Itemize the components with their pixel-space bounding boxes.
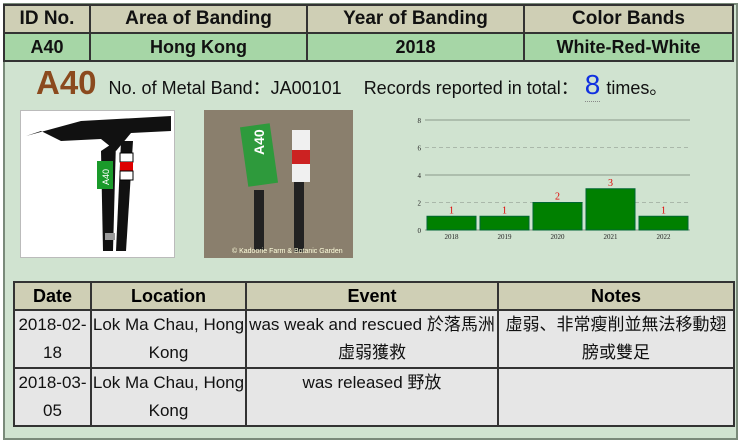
summary-line: A40 No. of Metal Band：JA00101 Records re… <box>36 64 667 102</box>
bar <box>638 215 689 231</box>
location-cell: Lok Ma Chau, HongKong <box>90 309 247 369</box>
notes-cell <box>497 367 735 427</box>
y-tick-label: 4 <box>418 172 422 180</box>
y-tick-label: 2 <box>418 200 422 208</box>
col-id: ID No. <box>3 4 91 34</box>
x-tick-label: 2020 <box>551 233 566 241</box>
x-tick-label: 2022 <box>657 233 672 241</box>
metal-band: No. of Metal Band：JA00101 <box>108 78 342 98</box>
records-suffix: times。 <box>606 78 668 98</box>
svg-text:A40: A40 <box>101 169 111 185</box>
y-tick-label: 0 <box>418 227 422 235</box>
bar <box>426 215 477 231</box>
data-label: 1 <box>661 205 666 216</box>
col-colors: Color Bands <box>523 4 734 34</box>
photo-credit: © Kadoorie Farm & Botanic Garden <box>232 247 343 255</box>
table-row: 2018-03-05 Lok Ma Chau, HongKong was relea… <box>13 367 735 427</box>
location-cell: Lok Ma Chau, HongKong <box>90 367 247 427</box>
area-value: Hong Kong <box>89 32 308 62</box>
col-date: Date <box>13 281 92 311</box>
colors-value: White-Red-White <box>523 32 734 62</box>
y-tick-label: 6 <box>418 145 422 153</box>
y-tick-label: 8 <box>418 117 422 125</box>
col-area: Area of Banding <box>89 4 308 34</box>
records-label: Records reported in total： <box>363 78 579 98</box>
bar <box>532 202 583 231</box>
data-label: 1 <box>449 205 454 216</box>
band-diagram-image: A40 <box>20 110 175 258</box>
x-tick-label: 2021 <box>604 233 619 241</box>
bar <box>585 188 636 231</box>
col-location: Location <box>90 281 247 311</box>
records-count[interactable]: 8 <box>584 69 601 102</box>
bird-leg-photo: A40 © Kadoorie Farm & Botanic Garden <box>204 110 353 258</box>
event-cell: was released 野放 <box>245 367 499 427</box>
date-cell: 2018-03-05 <box>13 367 92 427</box>
event-cell: was weak and rescued 於落馬洲虛弱獲救 <box>245 309 499 369</box>
date-cell: 2018-02-18 <box>13 309 92 369</box>
yearly-records-chart: 0 2 4 6 8 1 2018 1 2019 2 2020 3 2021 1 2022 <box>418 117 690 241</box>
data-label: 3 <box>608 178 613 189</box>
col-event: Event <box>245 281 499 311</box>
notes-cell: 虛弱、非常瘦削並無法移動翅膀或雙足 <box>497 309 735 369</box>
col-year: Year of Banding <box>306 4 525 34</box>
table-row: 2018-02-18 Lok Ma Chau, HongKong was weak … <box>13 309 735 369</box>
banding-info-table: ID No. Area of Banding Year of Banding Colo… <box>3 4 734 62</box>
x-tick-label: 2019 <box>498 233 513 241</box>
data-label: 2 <box>555 192 560 203</box>
records-table: Date Location Event Notes 2018-02-18 Lok Ma … <box>13 281 735 427</box>
col-notes: Notes <box>497 281 735 311</box>
year-value: 2018 <box>306 32 525 62</box>
data-label: 1 <box>502 205 507 216</box>
x-tick-label: 2018 <box>445 233 460 241</box>
bar <box>479 215 530 231</box>
bird-id: A40 <box>36 64 97 101</box>
id-value: A40 <box>3 32 91 62</box>
svg-text:A40: A40 <box>251 129 267 155</box>
